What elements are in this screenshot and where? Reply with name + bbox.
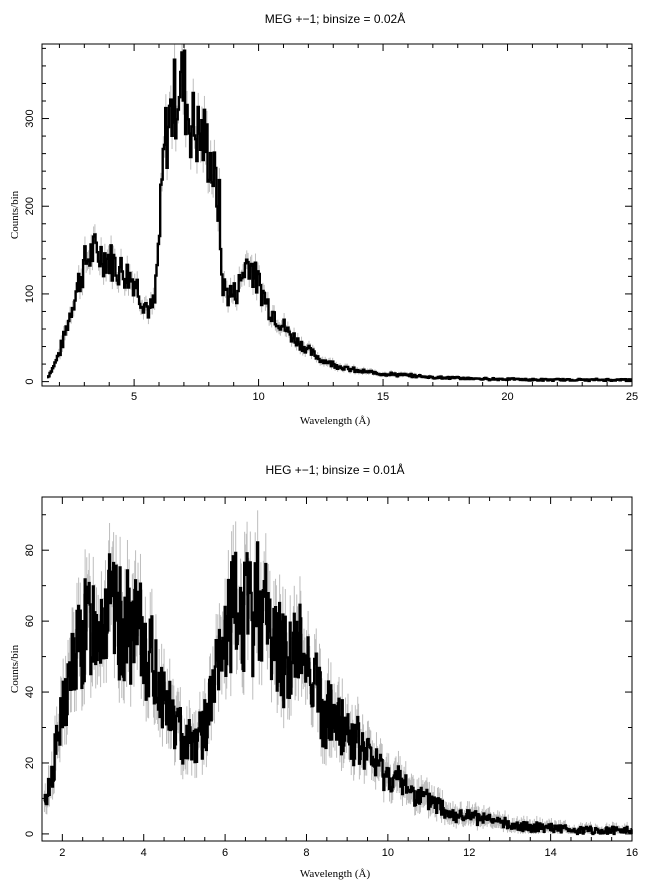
heg-xtick-label: 2	[59, 847, 65, 859]
meg-xtick-label: 10	[252, 391, 264, 403]
meg-xtick-label: 20	[501, 391, 513, 403]
meg-plot-frame	[41, 43, 633, 387]
heg-ytick-label: 20	[24, 757, 36, 769]
meg-ytick-label: 100	[24, 285, 36, 303]
heg-plot-frame	[41, 496, 633, 842]
heg-xtick-label: 14	[544, 847, 556, 859]
meg-xtick-label: 25	[626, 391, 638, 403]
heg-ytick-label: 0	[24, 831, 36, 837]
heg-xtick-label: 6	[222, 847, 228, 859]
heg-error-bars	[43, 510, 633, 834]
meg-ytick-label: 200	[24, 197, 36, 215]
meg-title: MEG +−1; binsize = 0.02Å	[265, 11, 405, 26]
meg-xtick-label: 5	[131, 391, 137, 403]
meg-ytick-label: 0	[24, 379, 36, 385]
meg-y-axis-label: Counts/bin	[9, 190, 21, 239]
heg-xtick-label: 4	[141, 847, 147, 859]
meg-error-bars	[47, 44, 632, 382]
meg-x-axis-label: Wavelength (Å)	[300, 415, 371, 427]
meg-xtick-label: 15	[377, 391, 389, 403]
meg-panel: MEG +−1; binsize = 0.02Å 5 10 15 20 25 0…	[9, 11, 638, 427]
meg-spectrum-line	[47, 49, 632, 383]
heg-x-axis-label: Wavelength (Å)	[300, 868, 371, 880]
heg-ytick-label: 40	[24, 686, 36, 698]
heg-xtick-label: 10	[382, 847, 394, 859]
heg-y-axis-label: Counts/bin	[9, 644, 21, 693]
heg-title: HEG +−1; binsize = 0.01Å	[265, 462, 404, 477]
heg-panel: HEG +−1; binsize = 0.01Å 2 4 6 8 10 12 1…	[9, 462, 638, 880]
meg-ytick-label: 300	[24, 109, 36, 127]
heg-xtick-label: 12	[463, 847, 475, 859]
heg-xtick-label: 8	[303, 847, 309, 859]
meg-axis-ticks	[42, 44, 633, 386]
heg-axis-ticks	[41, 497, 633, 841]
heg-xtick-label: 16	[626, 847, 638, 859]
heg-ytick-label: 80	[24, 544, 36, 556]
heg-ytick-label: 60	[24, 615, 36, 627]
heg-spectrum-line	[43, 541, 633, 836]
